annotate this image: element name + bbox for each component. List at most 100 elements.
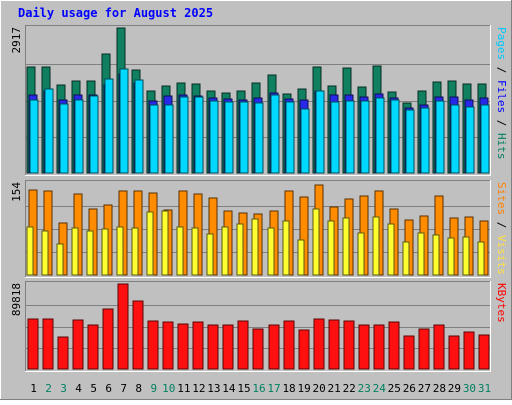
bar-visits-sites-day-20 bbox=[312, 208, 320, 276]
bar-kbytes-kbytes-day-22 bbox=[343, 320, 355, 370]
bar-visits-sites-day-30 bbox=[462, 236, 470, 276]
bar-hits-pages-day-16 bbox=[254, 102, 264, 174]
x-tick-label-day-25: 25 bbox=[388, 382, 401, 395]
panel-hits: 2917 Pages / Files / Hits bbox=[10, 25, 508, 176]
x-tick-label-day-2: 2 bbox=[45, 382, 52, 395]
panel-hits-legend-item: Pages bbox=[495, 27, 508, 60]
bar-hits-pages-day-2 bbox=[44, 88, 54, 174]
bar-kbytes-kbytes-day-16 bbox=[252, 328, 264, 370]
x-tick-label-day-8: 8 bbox=[135, 382, 142, 395]
bar-visits-sites-day-10 bbox=[161, 210, 169, 276]
bar-visits-sites-day-15 bbox=[236, 223, 244, 276]
x-tick-label-day-10: 10 bbox=[162, 382, 175, 395]
bar-hits-pages-day-12 bbox=[194, 96, 204, 174]
bar-kbytes-kbytes-day-7 bbox=[117, 283, 129, 370]
x-tick-label-day-17: 17 bbox=[267, 382, 280, 395]
bar-kbytes-kbytes-day-27 bbox=[418, 328, 430, 370]
x-tick-label-day-15: 15 bbox=[237, 382, 250, 395]
bar-visits-sites-day-11 bbox=[176, 226, 184, 276]
bar-visits-sites-day-23 bbox=[357, 232, 365, 276]
bar-hits-pages-day-10 bbox=[164, 104, 174, 174]
x-tick-label-day-11: 11 bbox=[177, 382, 190, 395]
x-tick-label-day-19: 19 bbox=[297, 382, 310, 395]
bar-kbytes-kbytes-day-28 bbox=[433, 324, 445, 370]
x-tick-label-day-27: 27 bbox=[418, 382, 431, 395]
bar-hits-pages-day-1 bbox=[29, 99, 39, 174]
bar-kbytes-kbytes-day-21 bbox=[328, 319, 340, 370]
bar-hits-pages-day-5 bbox=[89, 95, 99, 174]
bar-visits-sites-day-26 bbox=[402, 241, 410, 276]
bar-visits-sites-day-31 bbox=[477, 241, 485, 276]
bar-visits-sites-day-21 bbox=[327, 220, 335, 276]
bar-kbytes-kbytes-day-3 bbox=[57, 336, 69, 370]
bar-kbytes-kbytes-day-18 bbox=[283, 320, 295, 370]
bar-hits-pages-day-7 bbox=[119, 68, 129, 174]
panel-visits-legend-item: Sites bbox=[495, 182, 508, 215]
bar-visits-sites-day-8 bbox=[131, 227, 139, 276]
panel-visits-ymax-label: 154 bbox=[10, 182, 23, 202]
bar-hits-pages-day-22 bbox=[345, 100, 355, 174]
bar-visits-sites-day-24 bbox=[372, 216, 380, 276]
bar-hits-pages-day-11 bbox=[179, 96, 189, 174]
bar-hits-pages-day-15 bbox=[239, 101, 249, 174]
panel-kbytes-legend-item: KBytes bbox=[495, 283, 508, 323]
bar-visits-sites-day-12 bbox=[191, 227, 199, 276]
bar-visits-sites-day-13 bbox=[206, 233, 214, 276]
bar-hits-pages-day-4 bbox=[74, 99, 84, 174]
bar-visits-sites-day-3 bbox=[56, 243, 64, 276]
bar-hits-pages-day-24 bbox=[375, 97, 385, 174]
panel-kbytes: 89818 KBytes bbox=[10, 281, 508, 372]
bar-hits-pages-day-14 bbox=[224, 101, 234, 174]
x-tick-label-day-28: 28 bbox=[433, 382, 446, 395]
x-tick-label-day-16: 16 bbox=[252, 382, 265, 395]
panel-hits-legend: Pages / Files / Hits bbox=[495, 27, 508, 160]
bar-visits-sites-day-9 bbox=[146, 211, 154, 276]
bar-kbytes-kbytes-day-5 bbox=[87, 324, 99, 370]
bar-hits-pages-day-27 bbox=[420, 107, 430, 174]
bar-hits-pages-day-3 bbox=[59, 103, 69, 174]
x-tick-label-day-30: 30 bbox=[463, 382, 476, 395]
bar-visits-sites-day-6 bbox=[101, 228, 109, 276]
x-tick-label-day-24: 24 bbox=[373, 382, 387, 395]
bar-kbytes-kbytes-day-17 bbox=[268, 324, 280, 370]
x-tick-label-day-14: 14 bbox=[222, 382, 236, 395]
bar-hits-pages-day-9 bbox=[149, 104, 159, 174]
bar-kbytes-kbytes-day-26 bbox=[403, 335, 415, 370]
panel-hits-legend-item: / bbox=[495, 60, 508, 80]
x-tick-label-day-7: 7 bbox=[120, 382, 127, 395]
bar-hits-pages-day-6 bbox=[104, 78, 114, 174]
bar-visits-sites-day-19 bbox=[297, 239, 305, 276]
bar-kbytes-kbytes-day-29 bbox=[448, 335, 460, 370]
bar-kbytes-kbytes-day-30 bbox=[463, 331, 475, 370]
x-tick-label-day-18: 18 bbox=[282, 382, 295, 395]
bar-visits-sites-day-1 bbox=[26, 226, 34, 276]
bar-visits-sites-day-29 bbox=[447, 237, 455, 276]
x-tick-label-day-21: 21 bbox=[328, 382, 341, 395]
x-tick-label-day-3: 3 bbox=[60, 382, 67, 395]
bar-hits-pages-day-19 bbox=[300, 108, 310, 174]
x-tick-label-day-5: 5 bbox=[90, 382, 97, 395]
bar-hits-pages-day-31 bbox=[480, 104, 490, 174]
bar-hits-pages-day-29 bbox=[450, 104, 460, 174]
bar-hits-pages-day-23 bbox=[360, 100, 370, 174]
bar-hits-pages-day-13 bbox=[209, 100, 219, 174]
bar-hits-pages-day-26 bbox=[405, 109, 415, 174]
x-tick-label-day-31: 31 bbox=[478, 382, 491, 395]
panel-hits-legend-item: Files bbox=[495, 80, 508, 113]
bar-kbytes-kbytes-day-25 bbox=[388, 321, 400, 370]
bar-hits-pages-day-8 bbox=[134, 79, 144, 174]
x-axis-labels: 1 2 3 4 5 6 7 8 9 10 11 12 13 14 15 16 17 18 19 20 21 22 23 24 2… bbox=[30, 382, 491, 395]
bar-kbytes-kbytes-day-6 bbox=[102, 308, 114, 370]
bar-visits-sites-day-22 bbox=[342, 217, 350, 276]
x-tick-label-day-12: 12 bbox=[192, 382, 205, 395]
panel-kbytes-ymax-label: 89818 bbox=[10, 283, 23, 316]
bar-visits-sites-day-18 bbox=[282, 220, 290, 276]
bar-kbytes-kbytes-day-24 bbox=[373, 324, 385, 370]
chart-title: Daily usage for August 2025 bbox=[18, 6, 213, 20]
x-tick-label-day-29: 29 bbox=[448, 382, 461, 395]
bar-kbytes-kbytes-day-12 bbox=[192, 321, 204, 370]
panel-visits-legend-item: Visits bbox=[495, 235, 508, 275]
bar-hits-pages-day-20 bbox=[315, 90, 325, 174]
panel-visits: 154 Sites / Visits bbox=[10, 180, 508, 278]
x-tick-label-day-1: 1 bbox=[30, 382, 37, 395]
